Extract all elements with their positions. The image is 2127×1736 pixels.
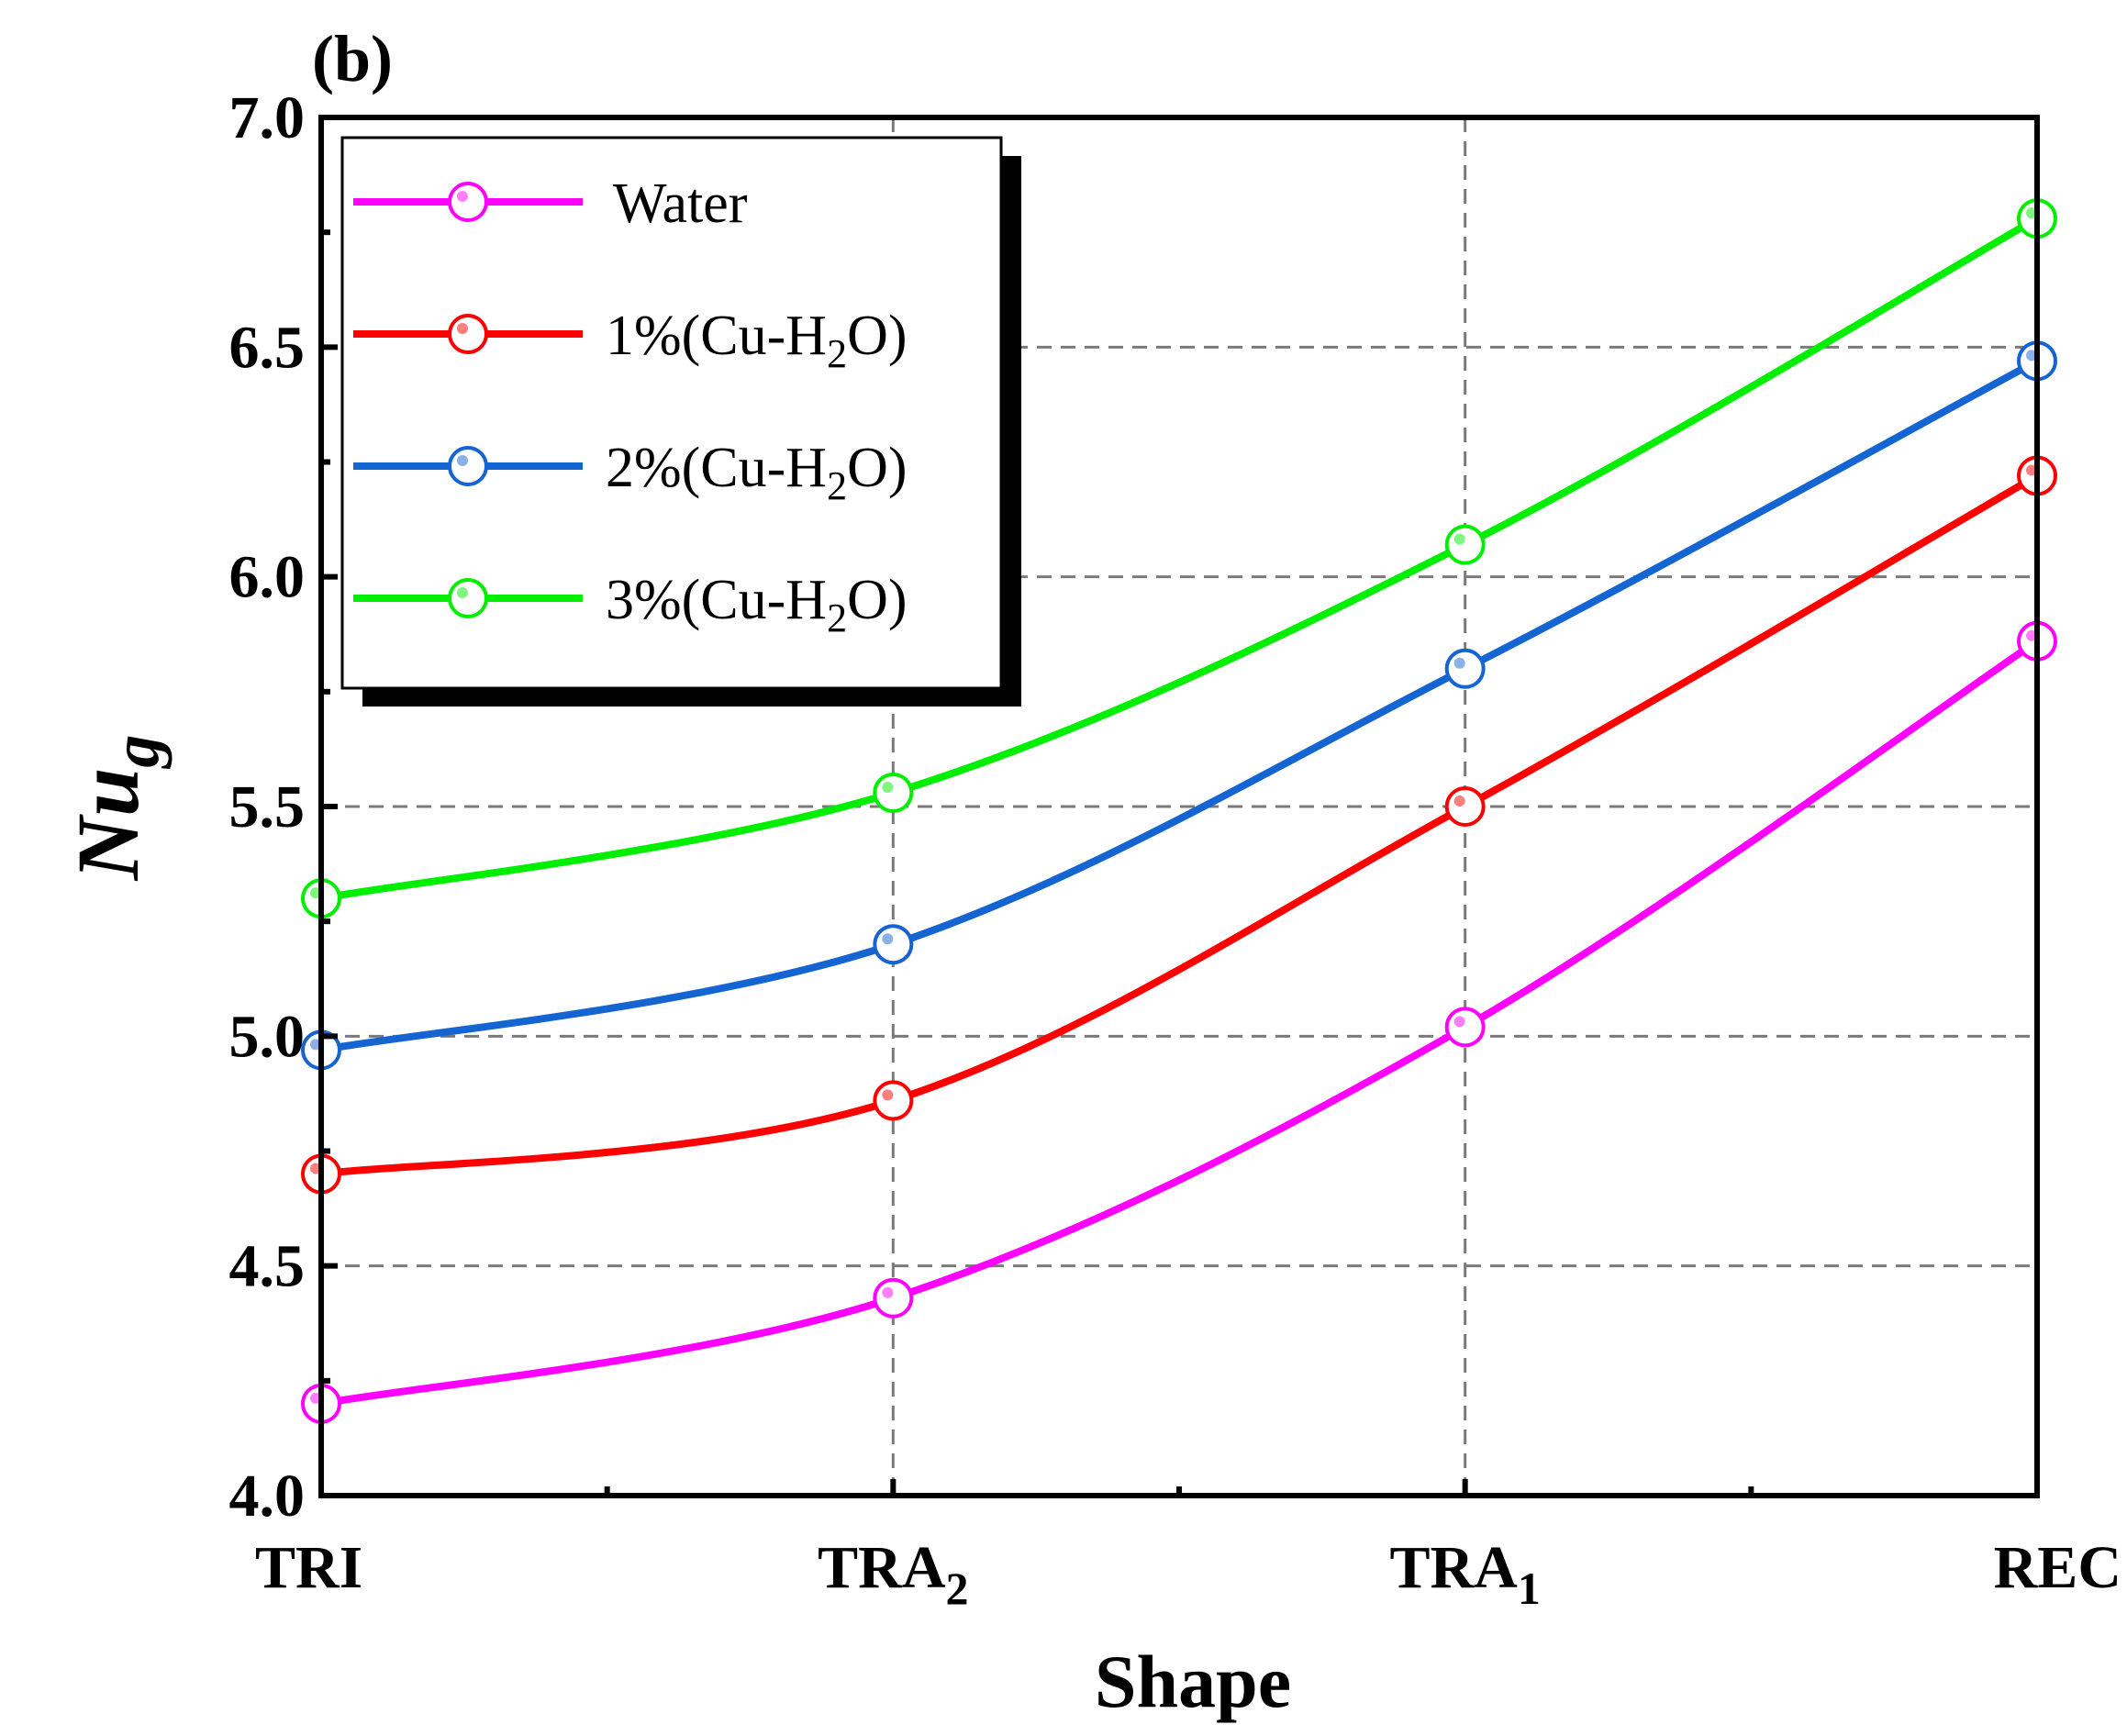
y-tick-label: 4.0: [229, 1463, 306, 1530]
data-point-marker: [873, 924, 914, 965]
axis-ticks: [318, 115, 2040, 1498]
legend-swatch-highlight: [457, 587, 468, 598]
data-series: [301, 198, 2057, 1424]
series-line-0: [317, 637, 2041, 1408]
x-tick-label-main: REC: [1994, 1534, 2121, 1601]
legend-label-text-end: O): [847, 437, 907, 499]
legend-label-subscript: 2: [827, 595, 847, 640]
y-tick-label: 7.0: [229, 84, 306, 151]
legend-swatch-marker: [448, 578, 488, 618]
marker-highlight: [1453, 796, 1465, 807]
legend-swatch-marker: [448, 182, 488, 222]
x-tick-label: TRA2: [818, 1534, 968, 1614]
marker-highlight: [1453, 1016, 1465, 1028]
legend-label-subscript: 2: [827, 331, 847, 376]
legend-label-text: 1%(Cu-H: [606, 305, 827, 367]
x-tick-label-subscript: 1: [1518, 1563, 1541, 1614]
data-point-marker: [1444, 786, 1486, 827]
data-point-marker: [1444, 648, 1486, 689]
marker-highlight: [882, 1286, 894, 1298]
x-tick-label-main: TRI: [255, 1534, 362, 1601]
marker-highlight: [1453, 533, 1465, 545]
y-axis-title-subscript: g: [99, 735, 173, 770]
legend-swatch-highlight: [457, 191, 468, 202]
series-line-1: [317, 472, 2041, 1178]
legend-label: 1%(Cu-H2O): [606, 305, 908, 376]
panel-label: (b): [312, 22, 393, 95]
legend-label: Water: [613, 172, 748, 235]
x-tick-label-main: TRA: [1389, 1534, 1518, 1601]
legend-swatch-marker: [448, 446, 488, 486]
legend-label: 2%(Cu-H2O): [606, 437, 908, 508]
series-line-2: [317, 357, 2041, 1054]
data-point-marker: [873, 772, 914, 813]
y-tick-label: 5.5: [229, 773, 306, 840]
legend-swatch-highlight: [457, 455, 468, 466]
svg-text:Nug: Nug: [59, 735, 173, 882]
data-point-marker: [873, 1277, 914, 1319]
x-tick-label: TRA1: [1389, 1534, 1540, 1614]
data-point-marker: [1444, 524, 1486, 565]
legend-label-text: Water: [613, 172, 748, 235]
x-tick-label-subscript: 2: [946, 1563, 969, 1614]
data-point-marker: [873, 1080, 914, 1121]
x-tick-label: REC: [1994, 1534, 2121, 1601]
legend-label-subscript: 2: [827, 463, 847, 508]
x-axis-title: Shape: [1095, 1640, 1291, 1723]
data-point-marker: [1444, 1007, 1486, 1048]
y-tick-label: 6.0: [229, 544, 306, 611]
legend-swatch-marker: [448, 314, 488, 354]
marker-highlight: [882, 781, 894, 793]
grid-lines: [321, 117, 2037, 1496]
x-tick-label-main: TRA: [818, 1534, 946, 1601]
marker-highlight: [882, 933, 894, 945]
series-line-3: [317, 215, 2041, 903]
y-tick-label: 5.0: [229, 1003, 306, 1070]
y-axis-title: Nug: [59, 735, 173, 882]
legend-label: 3%(Cu-H2O): [606, 569, 908, 640]
y-axis-title-main: Nu: [59, 768, 157, 882]
x-tick-label: TRI: [255, 1534, 362, 1601]
legend-label-text-end: O): [847, 305, 907, 367]
marker-highlight: [882, 1089, 894, 1101]
legend-label-text: 3%(Cu-H: [606, 569, 827, 631]
y-tick-label: 6.5: [229, 314, 306, 381]
legend-swatch-highlight: [457, 323, 468, 334]
legend-label-text: 2%(Cu-H: [606, 437, 827, 499]
y-tick-label: 4.5: [229, 1233, 306, 1300]
marker-highlight: [1453, 657, 1465, 669]
legend-label-text-end: O): [847, 569, 907, 631]
